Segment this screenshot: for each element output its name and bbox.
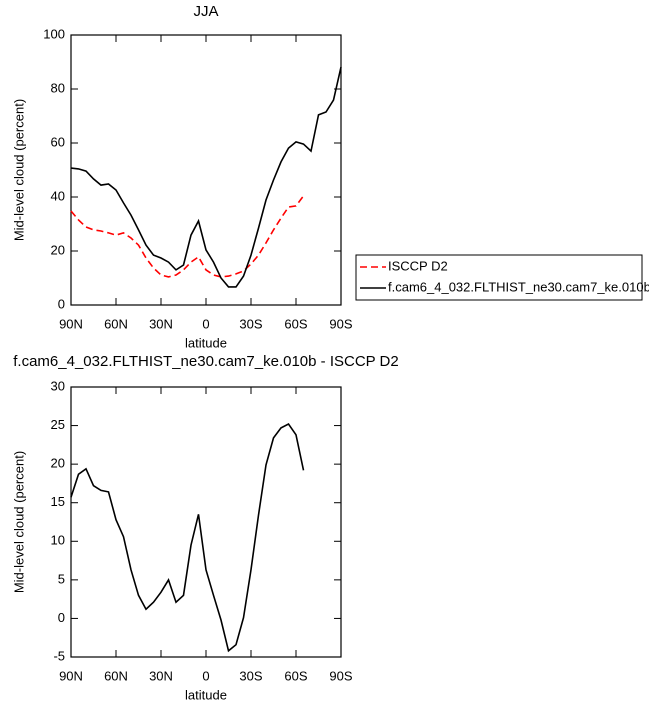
y-tick-label: 25	[51, 417, 65, 432]
x-axis-label: latitude	[185, 335, 227, 350]
y-tick-label: 5	[58, 571, 65, 586]
y-axis-label: Mid-level cloud (percent)	[11, 451, 26, 593]
x-tick-label: 90S	[329, 316, 352, 331]
y-tick-label: 100	[43, 26, 65, 41]
legend-label: ISCCP D2	[388, 258, 448, 273]
x-tick-label: 90N	[59, 316, 83, 331]
chart-title: f.cam6_4_032.FLTHIST_ne30.cam7_ke.010b -…	[13, 353, 398, 370]
x-tick-label: 30N	[149, 668, 173, 683]
legend-label: f.cam6_4_032.FLTHIST_ne30.cam7_ke.010b	[388, 279, 649, 294]
x-tick-label: 0	[202, 668, 209, 683]
y-tick-label: 30	[51, 378, 65, 393]
y-tick-label: 20	[51, 456, 65, 471]
x-tick-label: 0	[202, 316, 209, 331]
x-tick-label: 60N	[104, 668, 128, 683]
x-axis-label: latitude	[185, 687, 227, 702]
x-tick-label: 60S	[284, 316, 307, 331]
x-tick-label: 30S	[239, 668, 262, 683]
x-tick-label: 30N	[149, 316, 173, 331]
x-tick-label: 90N	[59, 668, 83, 683]
y-tick-label: 60	[51, 134, 65, 149]
y-tick-label: 15	[51, 494, 65, 509]
y-tick-label: 80	[51, 80, 65, 95]
data-line	[70, 66, 342, 288]
x-tick-label: 30S	[239, 316, 262, 331]
y-tick-label: 0	[58, 296, 65, 311]
chart-title: JJA	[193, 3, 218, 20]
x-tick-label: 60S	[284, 668, 307, 683]
x-tick-label: 90S	[329, 668, 352, 683]
x-tick-label: 60N	[104, 316, 128, 331]
y-tick-label: 20	[51, 242, 65, 257]
y-tick-label: -5	[53, 648, 65, 663]
plot-frame	[70, 34, 342, 306]
y-axis-label: Mid-level cloud (percent)	[11, 99, 26, 241]
data-line	[70, 422, 305, 653]
y-tick-label: 40	[51, 188, 65, 203]
data-line	[70, 195, 305, 278]
y-tick-label: 10	[51, 533, 65, 548]
y-tick-label: 0	[58, 610, 65, 625]
plot-frame	[70, 386, 342, 658]
legend-box	[355, 254, 643, 301]
